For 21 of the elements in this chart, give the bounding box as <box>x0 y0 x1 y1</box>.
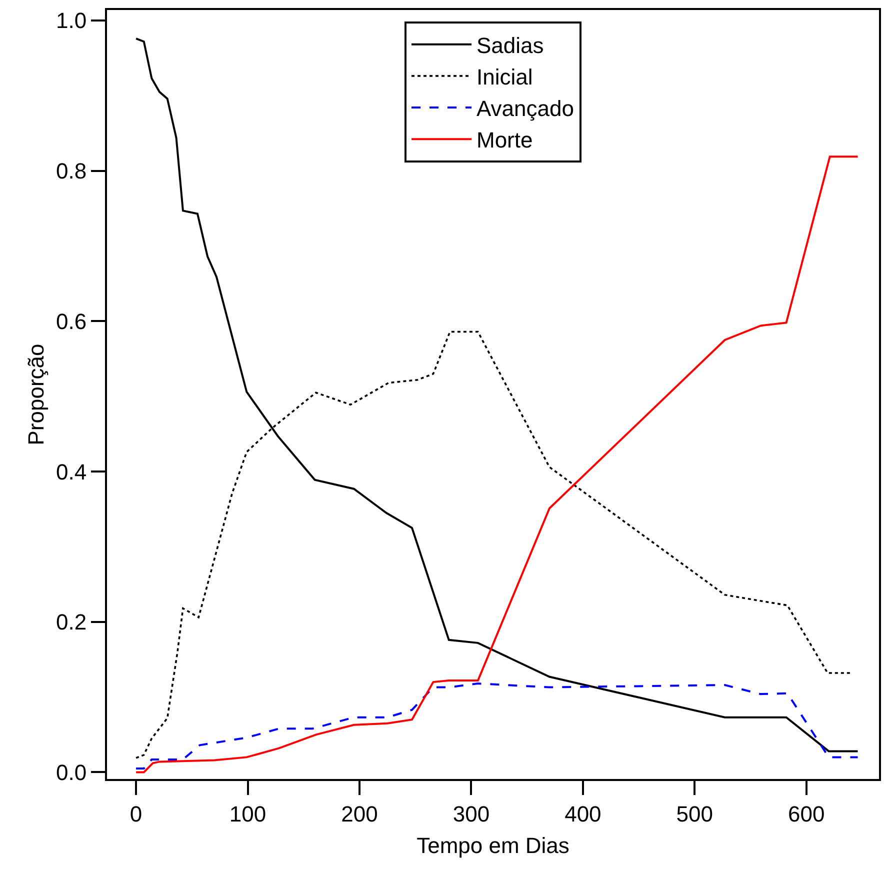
y-tick-label: 0.6 <box>56 308 87 334</box>
y-axis-title: Proporção <box>23 344 48 446</box>
y-tick-label: 1.0 <box>56 8 87 34</box>
legend-label: Avançado <box>476 96 574 122</box>
x-tick-label: 0 <box>130 801 142 826</box>
x-tick-label: 200 <box>341 801 378 826</box>
x-tick-label: 100 <box>229 801 266 826</box>
x-tick-label: 300 <box>452 801 490 826</box>
line-series <box>135 682 859 770</box>
x-axis-title: Tempo em Dias <box>416 832 570 858</box>
legend-label: Inicial <box>476 64 533 90</box>
y-tick-label: 0.4 <box>56 459 87 484</box>
legend-label: Morte <box>476 128 533 153</box>
y-tick-label: 0.2 <box>56 610 87 635</box>
x-tick-label: 500 <box>676 801 714 826</box>
legend-label: Sadias <box>476 32 544 58</box>
line-series <box>135 156 859 774</box>
y-tick-label: 0.8 <box>56 158 87 184</box>
x-tick-label: 600 <box>788 801 825 826</box>
x-tick-label: 400 <box>564 801 602 826</box>
y-tick-label: 0.0 <box>56 760 87 785</box>
